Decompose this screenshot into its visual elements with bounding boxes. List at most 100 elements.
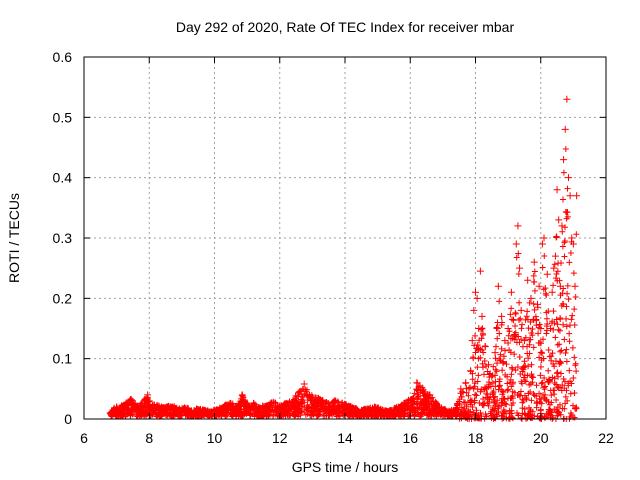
data-point: [111, 407, 118, 414]
y-tick-label: 0.1: [53, 351, 73, 367]
data-point: [540, 286, 547, 293]
data-point: [525, 325, 532, 332]
data-point: [517, 315, 524, 322]
data-point: [224, 411, 231, 418]
data-point: [507, 311, 514, 318]
data-point: [201, 408, 209, 416]
data-point: [519, 321, 526, 328]
data-point: [535, 282, 543, 290]
data-point: [485, 379, 492, 386]
data-point: [491, 349, 499, 357]
data-point: [536, 390, 543, 397]
data-point: [519, 399, 526, 406]
data-point: [522, 334, 529, 341]
data-point: [377, 406, 385, 414]
data-point: [528, 397, 535, 404]
data-point: [511, 389, 518, 396]
data-point: [132, 400, 139, 407]
data-point: [405, 402, 412, 409]
data-point: [503, 361, 510, 368]
data-point: [561, 336, 568, 343]
y-tick-label: 0.5: [53, 109, 73, 125]
data-point: [493, 410, 500, 417]
data-point: [357, 408, 365, 416]
x-tick-label: 18: [468, 430, 484, 446]
data-point: [553, 397, 560, 404]
data-point: [543, 315, 550, 322]
data-point: [390, 406, 398, 414]
data-point: [573, 192, 581, 200]
data-point: [328, 407, 335, 414]
data-point: [302, 411, 309, 418]
data-point: [475, 372, 482, 379]
data-point: [551, 391, 558, 398]
data-point: [549, 350, 556, 357]
data-point: [562, 400, 569, 407]
data-point: [504, 387, 511, 394]
data-point: [465, 385, 473, 393]
data-point: [467, 408, 474, 415]
y-axis-label: ROTI / TECUs: [6, 193, 22, 283]
data-point: [545, 367, 552, 374]
data-point: [162, 404, 170, 412]
data-point: [406, 409, 413, 416]
data-point: [563, 323, 570, 330]
data-point: [465, 392, 472, 399]
data-point: [501, 400, 508, 407]
data-point: [296, 405, 303, 412]
data-point: [472, 349, 479, 356]
data-point: [458, 393, 465, 400]
data-point: [150, 409, 157, 416]
y-tick-label: 0.2: [53, 290, 73, 306]
y-tick-label: 0.3: [53, 230, 73, 246]
data-point: [214, 406, 222, 414]
data-point: [533, 398, 540, 405]
data-point: [235, 410, 242, 417]
data-point: [476, 267, 484, 275]
data-point: [409, 396, 416, 403]
data-point: [563, 95, 571, 103]
data-point: [233, 404, 241, 412]
data-point: [252, 406, 259, 413]
data-point: [492, 343, 499, 350]
data-point: [263, 402, 271, 410]
data-point: [312, 394, 320, 402]
data-point: [516, 264, 524, 272]
x-tick-label: 20: [533, 430, 549, 446]
data-point: [531, 287, 538, 294]
data-point: [570, 402, 577, 409]
data-point: [568, 234, 576, 242]
data-point: [109, 406, 117, 414]
data-point: [415, 383, 422, 390]
data-point: [509, 365, 516, 372]
data-point: [550, 308, 557, 315]
data-point: [496, 298, 503, 305]
data-point: [486, 396, 493, 403]
data-point: [315, 404, 322, 411]
data-point: [524, 308, 531, 315]
data-point: [300, 393, 307, 400]
data-point: [364, 406, 372, 414]
data-point: [525, 355, 532, 362]
data-point: [155, 403, 163, 411]
data-point: [558, 347, 565, 354]
data-point: [161, 410, 168, 417]
data-point: [498, 345, 505, 352]
data-point: [516, 354, 523, 361]
data-point: [566, 367, 573, 374]
data-point: [537, 407, 544, 414]
data-point: [516, 339, 523, 346]
data-point: [559, 243, 566, 250]
data-point: [550, 282, 557, 289]
data-point: [494, 319, 501, 326]
data-point: [426, 412, 433, 419]
data-point: [573, 231, 580, 238]
data-point: [132, 403, 140, 411]
data-point: [383, 409, 391, 417]
data-point: [550, 387, 557, 394]
data-point: [530, 344, 537, 351]
data-point: [569, 344, 576, 351]
scatter-cloud: [107, 145, 580, 422]
data-point: [516, 299, 523, 306]
